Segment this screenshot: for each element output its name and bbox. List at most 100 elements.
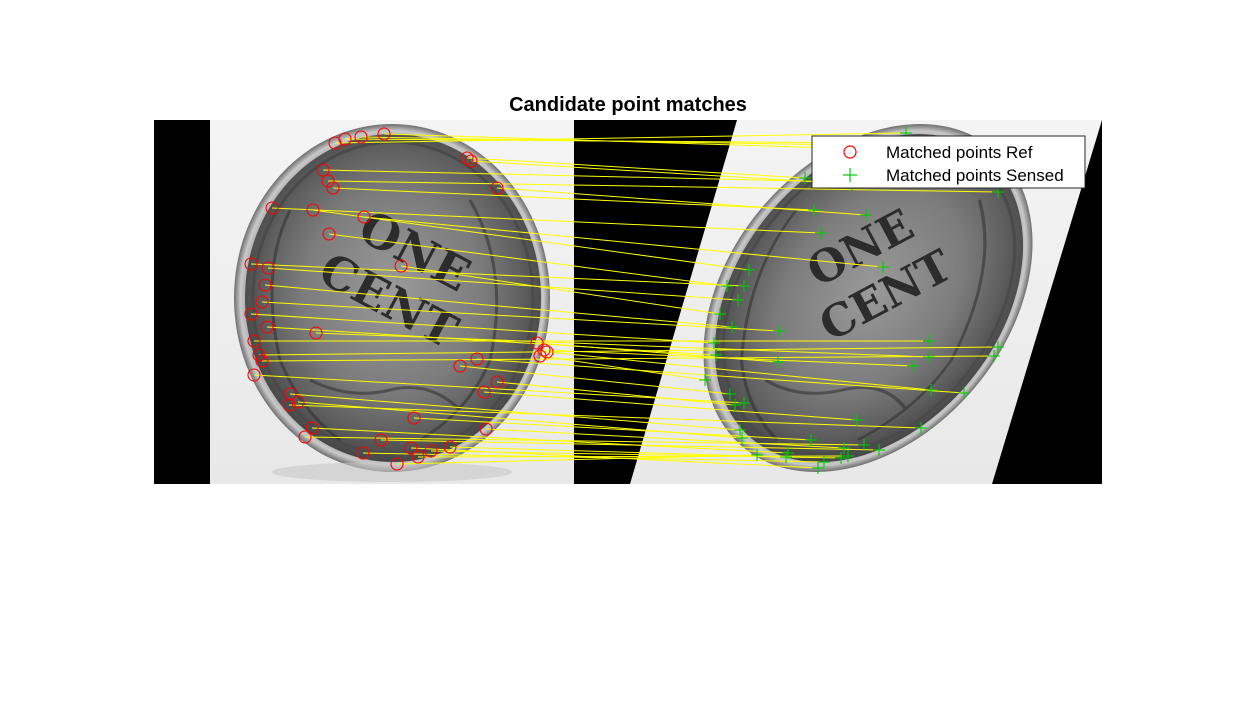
- legend-label-sensed: Matched points Sensed: [886, 166, 1064, 185]
- ref-point-marker: [424, 444, 438, 458]
- sensed-point-marker: [714, 308, 726, 320]
- sensed-point-marker: [738, 397, 750, 409]
- ref-point-marker: [283, 387, 297, 401]
- ref-point-marker: [258, 278, 272, 292]
- match-line: [485, 428, 845, 449]
- match-line: [476, 358, 965, 394]
- ref-point-marker: [252, 348, 266, 362]
- reference-image: ONE CENT: [154, 120, 574, 484]
- ref-point-marker: [374, 433, 388, 447]
- ref-point-marker: [354, 130, 368, 144]
- ref-point-marker: [305, 421, 319, 435]
- ref-point-marker: [470, 352, 484, 366]
- match-line: [267, 267, 739, 301]
- ref-point-marker: [321, 174, 335, 188]
- match-line: [496, 187, 867, 216]
- sensed-point-marker: [992, 341, 1004, 353]
- ref-point-marker: [533, 349, 547, 363]
- ref-point-marker: [464, 154, 478, 168]
- sensed-point-marker: [734, 424, 746, 436]
- ref-point-marker: [453, 359, 467, 373]
- match-line: [312, 209, 750, 271]
- ref-point-marker: [404, 441, 418, 455]
- ref-point-marker: [261, 261, 275, 275]
- ref-point-marker: [247, 368, 261, 382]
- ref-point-marker: [260, 320, 274, 334]
- sensed-point-marker: [877, 261, 889, 273]
- ref-point-marker: [490, 181, 504, 195]
- match-line: [546, 351, 932, 391]
- ref-point-marker: [244, 257, 258, 271]
- ref-point-marker: [282, 398, 296, 412]
- sensed-point-marker: [773, 325, 785, 337]
- sensed-markers: [699, 127, 1004, 474]
- sensed-point-marker: [799, 172, 811, 184]
- legend-label-ref: Matched points Ref: [886, 143, 1033, 162]
- match-line: [470, 160, 853, 185]
- ref-point-marker: [309, 326, 323, 340]
- sensed-point-marker: [988, 350, 1000, 362]
- sensed-point-marker: [738, 280, 750, 292]
- sensed-point-marker: [873, 444, 885, 456]
- sensed-point-marker: [743, 264, 755, 276]
- match-line: [315, 332, 930, 358]
- ref-point-marker: [306, 203, 320, 217]
- circle-icon: [843, 145, 857, 159]
- match-line: [261, 355, 995, 362]
- sensed-point-marker: [907, 360, 919, 372]
- ref-point-marker: [460, 151, 474, 165]
- ref-point-marker: [477, 385, 491, 399]
- ref-point-marker: [298, 430, 312, 444]
- match-line: [288, 404, 922, 429]
- match-line: [322, 169, 845, 183]
- sensed-point-marker: [835, 452, 847, 464]
- match-line: [466, 157, 806, 179]
- match-line: [264, 284, 733, 328]
- ref-point-marker: [244, 307, 258, 321]
- ref-point-marker: [490, 375, 504, 389]
- black-border-left: [154, 120, 210, 484]
- match-line: [543, 349, 914, 367]
- match-line: [400, 265, 721, 315]
- match-line: [413, 417, 812, 441]
- sensed-point-marker: [808, 204, 820, 216]
- sensed-point-marker: [923, 335, 935, 347]
- sensed-point-marker: [736, 432, 748, 444]
- sensed-point-marker: [721, 280, 733, 292]
- sensed-point-marker: [958, 387, 970, 399]
- ref-point-marker: [407, 411, 421, 425]
- match-line: [289, 393, 741, 431]
- sensed-point-marker: [729, 399, 741, 411]
- sensed-point-marker: [860, 209, 872, 221]
- sensed-point-marker: [732, 294, 744, 306]
- match-line: [362, 452, 825, 463]
- match-line: [380, 439, 880, 451]
- sensed-point-marker: [915, 422, 927, 434]
- sensed-point-marker: [815, 227, 827, 239]
- match-line: [304, 436, 865, 446]
- match-line: [332, 187, 815, 211]
- match-line: [459, 365, 731, 395]
- sensed-image: ONE CENT: [574, 120, 1102, 484]
- ref-point-marker: [390, 457, 404, 471]
- ref-point-marker: [377, 127, 391, 141]
- black-wedge-right: [992, 120, 1102, 484]
- ref-point-marker: [316, 163, 330, 177]
- ref-point-marker: [247, 334, 261, 348]
- ref-point-marker: [291, 395, 305, 409]
- sensed-point-marker: [724, 388, 736, 400]
- sensed-point-marker: [708, 337, 720, 349]
- sensed-point-marker: [851, 414, 863, 426]
- sensed-point-marker: [858, 439, 870, 451]
- sensed-point-marker: [780, 451, 792, 463]
- match-line: [483, 391, 858, 421]
- match-line: [363, 216, 884, 268]
- sensed-point-marker: [812, 462, 824, 474]
- match-line: [496, 381, 736, 406]
- sensed-point-marker: [818, 456, 830, 468]
- ref-point-marker: [255, 295, 269, 309]
- sensed-point-marker: [923, 351, 935, 363]
- match-line: [334, 132, 907, 144]
- match-lines: [250, 132, 999, 469]
